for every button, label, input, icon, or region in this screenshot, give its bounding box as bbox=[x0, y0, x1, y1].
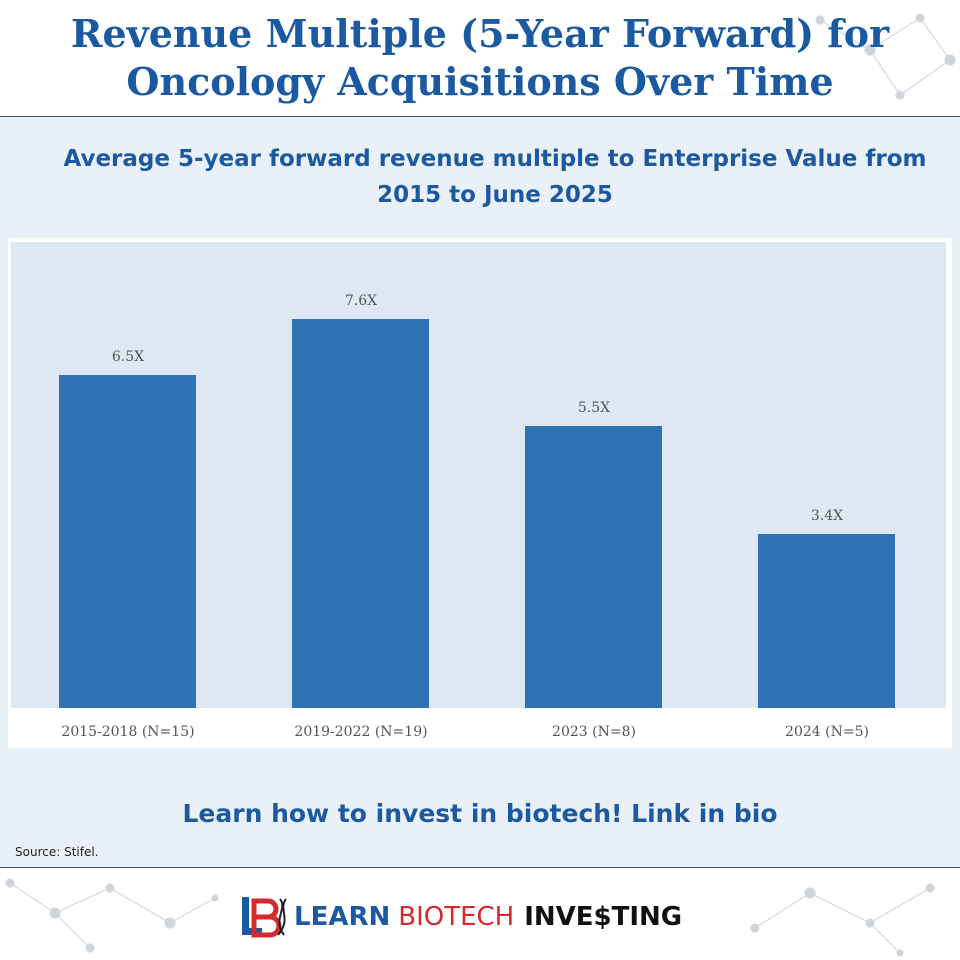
network-decoration-icon bbox=[750, 883, 935, 957]
logo-text-investing: INVE$TING bbox=[524, 902, 683, 932]
bar bbox=[525, 426, 662, 708]
data-label: 5.5X bbox=[577, 400, 611, 416]
source-note: Source: Stifel. bbox=[15, 845, 99, 859]
category-label: 2015-2018 (N=15) bbox=[61, 724, 195, 740]
brand-logo: LEARN BIOTECH INVE$TING bbox=[240, 895, 682, 939]
chart-title: Average 5-year forward revenue multiple … bbox=[63, 146, 927, 208]
page-title: Revenue Multiple (5-Year Forward) for On… bbox=[70, 11, 890, 104]
chart-panel: Average 5-year forward revenue multiple … bbox=[0, 117, 960, 868]
bar bbox=[59, 375, 196, 708]
logo-text-biotech: BIOTECH bbox=[398, 902, 515, 932]
data-label: 6.5X bbox=[111, 349, 145, 365]
category-label: 2023 (N=8) bbox=[552, 724, 636, 740]
bar bbox=[292, 319, 429, 708]
data-label: 3.4X bbox=[810, 508, 844, 524]
footer: LEARN BIOTECH INVE$TING bbox=[0, 868, 960, 960]
category-label: 2019-2022 (N=19) bbox=[294, 724, 428, 740]
network-decoration-icon bbox=[5, 878, 219, 953]
category-label: 2024 (N=5) bbox=[785, 724, 869, 740]
network-decoration-icon bbox=[815, 13, 956, 100]
data-label: 7.6X bbox=[344, 293, 378, 309]
logo-text-learn: LEARN bbox=[294, 902, 391, 932]
header: Revenue Multiple (5-Year Forward) for On… bbox=[0, 0, 960, 117]
lb-logo-icon bbox=[242, 897, 287, 938]
bar-chart: 6.5X 2015-2018 (N=15) 7.6X 2019-2022 (N=19)… bbox=[8, 238, 952, 748]
bar bbox=[758, 534, 895, 708]
call-to-action: Learn how to invest in biotech! Link in … bbox=[182, 799, 778, 828]
